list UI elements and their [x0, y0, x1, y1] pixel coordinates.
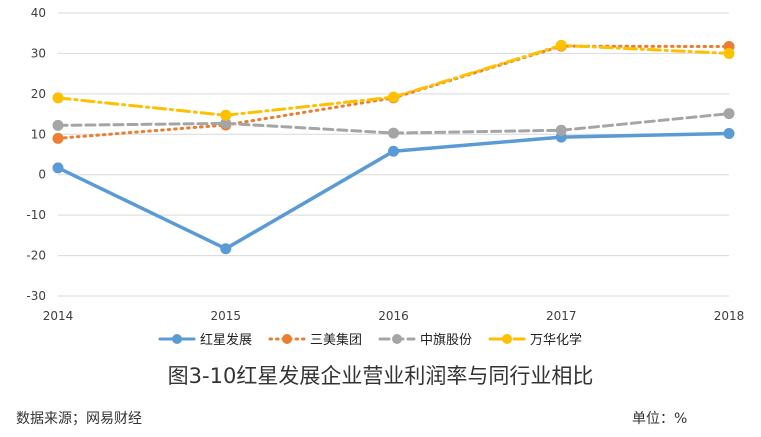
data-point [52, 119, 64, 131]
x-tick-label: 2014 [43, 309, 74, 323]
legend-marker [172, 334, 182, 344]
x-tick-label: 2016 [378, 309, 409, 323]
y-tick-label: 40 [31, 6, 46, 20]
x-tick-label: 2018 [714, 309, 745, 323]
legend-label: 万华化学 [530, 332, 582, 348]
x-tick-label: 2017 [546, 309, 577, 323]
series-3 [52, 108, 735, 139]
y-tick-label: 20 [31, 87, 46, 101]
y-tick-label: -20 [26, 249, 46, 263]
series-line [56, 43, 731, 117]
y-tick-label: -30 [26, 289, 46, 303]
data-point [723, 127, 735, 139]
data-point [220, 109, 232, 121]
unit-label: 单位：% [632, 411, 688, 427]
series-lines [52, 39, 735, 255]
legend-item: 万华化学 [488, 332, 582, 348]
y-tick-label: 0 [38, 168, 46, 182]
data-point [52, 132, 64, 144]
legend-marker [282, 334, 292, 344]
legend-marker [392, 334, 402, 344]
data-point [723, 47, 735, 59]
series-4 [52, 39, 735, 121]
series-1 [52, 127, 735, 255]
legend-item: 中旗股份 [378, 332, 472, 348]
data-point [388, 127, 399, 139]
y-tick-label: -10 [26, 208, 46, 222]
legend: 红星发展 三美集团 中旗股份 万华化学 [158, 332, 582, 348]
legend-item: 红星发展 [158, 332, 252, 348]
legend-label: 红星发展 [200, 332, 252, 348]
data-point [555, 39, 567, 51]
x-axis-ticks: 2014 2015 2016 2017 2018 [43, 309, 745, 323]
legend-marker [502, 334, 512, 344]
y-tick-label: 30 [31, 46, 46, 60]
y-tick-label: 10 [31, 127, 46, 141]
legend-label: 中旗股份 [420, 332, 472, 348]
data-source: 数据来源；网易财经 [16, 411, 142, 427]
data-point [388, 145, 399, 157]
data-point [723, 108, 735, 120]
data-point [388, 91, 399, 103]
data-point [52, 162, 64, 174]
figure-caption: 图3-10红星发展企业营业利润率与同行业相比 [167, 364, 594, 388]
x-tick-label: 2015 [210, 309, 241, 323]
data-point [555, 124, 567, 136]
y-axis-ticks: 40 30 20 10 0 -10 -20 -30 [26, 6, 46, 303]
legend-item: 三美集团 [268, 332, 362, 348]
legend-label: 三美集团 [310, 332, 362, 348]
data-point [220, 243, 232, 255]
data-point [52, 92, 64, 104]
